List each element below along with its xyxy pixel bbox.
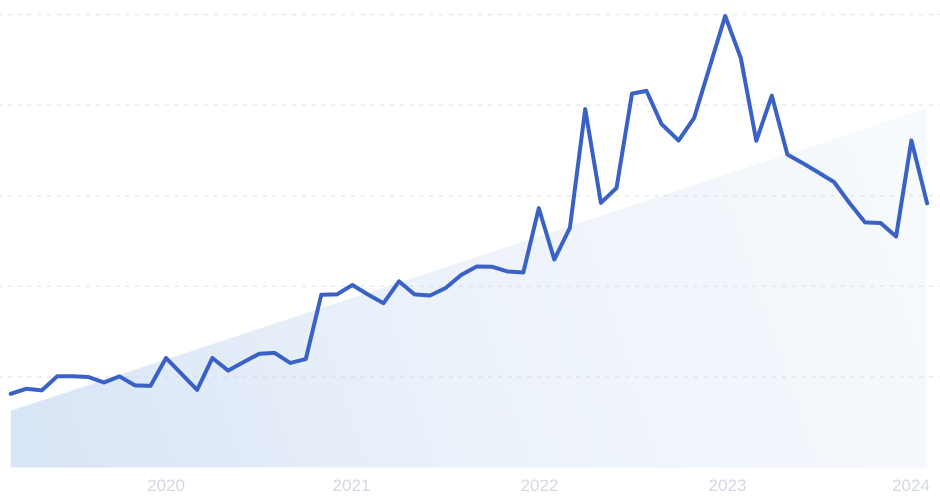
svg-text:2024: 2024	[892, 476, 930, 495]
svg-text:2023: 2023	[709, 476, 747, 495]
svg-text:2022: 2022	[521, 476, 559, 495]
svg-text:2020: 2020	[147, 476, 185, 495]
svg-text:2021: 2021	[333, 476, 371, 495]
